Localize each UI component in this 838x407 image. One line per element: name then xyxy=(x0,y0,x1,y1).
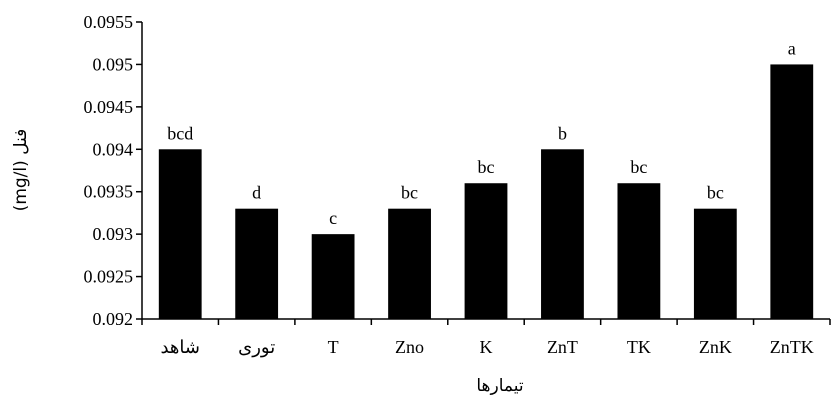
x-axis-title: تیمارها xyxy=(476,376,523,396)
x-axis: شاهد توری T Zno K ZnT TK ZnK ZnTK xyxy=(141,318,831,358)
bar xyxy=(388,208,431,319)
bar xyxy=(617,183,661,319)
bar xyxy=(770,64,814,319)
bar xyxy=(235,208,279,319)
data-label: bc xyxy=(401,183,418,203)
bars xyxy=(158,64,814,319)
y-tick-label: 0.094 xyxy=(93,139,134,159)
data-label: b xyxy=(558,123,567,143)
data-label: a xyxy=(788,38,796,58)
x-tick-label: Zno xyxy=(395,337,424,357)
data-labels: bcd d c bc bc b bc bc a xyxy=(167,38,796,228)
x-tick-label: شاهد xyxy=(160,337,200,357)
x-tick-label: ZnTK xyxy=(770,337,814,357)
y-tick-label: 0.0945 xyxy=(84,97,134,117)
data-label: c xyxy=(329,208,337,228)
y-tick-label: 0.093 xyxy=(93,224,134,244)
y-axis-title: فنل (mg/l) xyxy=(11,129,31,212)
bar xyxy=(158,149,202,319)
data-label: bc xyxy=(630,157,647,177)
x-tick-label: TK xyxy=(627,337,651,357)
bar xyxy=(693,208,737,319)
x-tick-label: K xyxy=(480,337,493,357)
bar xyxy=(311,234,355,319)
x-tick-label: ZnT xyxy=(547,337,578,357)
data-label: bc xyxy=(478,157,495,177)
y-tick-label: 0.0935 xyxy=(84,182,134,202)
bar xyxy=(541,149,584,319)
y-tick-label: 0.095 xyxy=(93,54,134,74)
x-tick-label: ZnK xyxy=(699,337,732,357)
data-label: bc xyxy=(707,183,724,203)
y-tick-label: 0.092 xyxy=(93,309,134,329)
y-tick-label: 0.0925 xyxy=(84,267,134,287)
x-tick-label: توری xyxy=(238,337,275,358)
y-axis: 0.092 0.0925 0.093 0.0935 0.094 0.0945 0.095 0.… xyxy=(84,12,143,329)
data-label: bcd xyxy=(167,123,193,143)
x-tick-label: T xyxy=(328,337,339,357)
data-label: d xyxy=(252,183,261,203)
bar xyxy=(464,183,508,319)
y-tick-label: 0.0955 xyxy=(84,12,134,32)
